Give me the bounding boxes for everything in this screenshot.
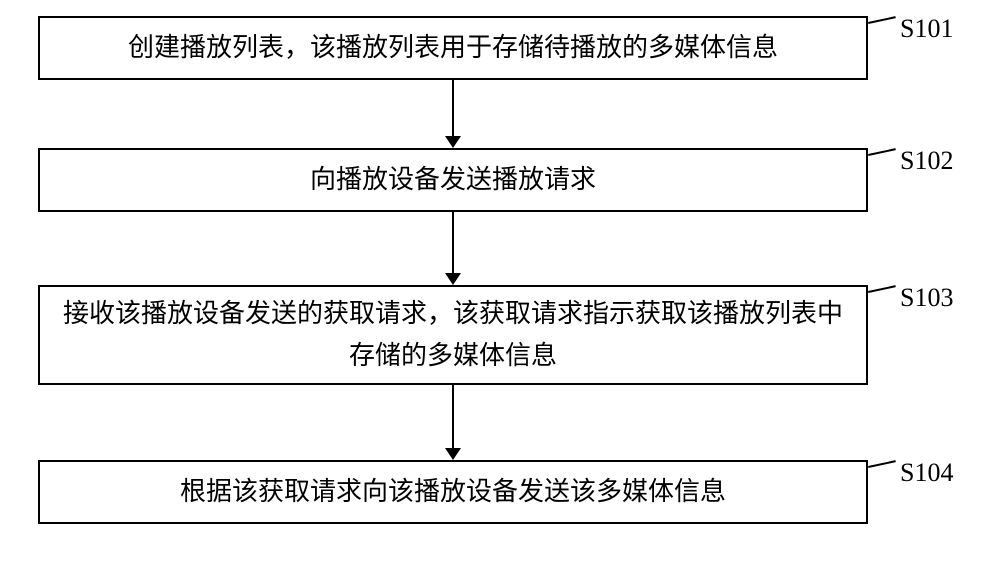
arrow-head-1 bbox=[445, 136, 461, 148]
step-box-s103: 接收该播放设备发送的获取请求，该获取请求指示获取该播放列表中存储的多媒体信息 bbox=[38, 285, 868, 385]
step-label-s102: S102 bbox=[900, 146, 953, 176]
flowchart-canvas: 创建播放列表，该播放列表用于存储待播放的多媒体信息 S101 向播放设备发送播放… bbox=[0, 0, 1000, 563]
leader-2 bbox=[868, 148, 896, 156]
step-text: 创建播放列表，该播放列表用于存储待播放的多媒体信息 bbox=[128, 27, 778, 69]
step-label-s104: S104 bbox=[900, 458, 953, 488]
arrow-shaft-1 bbox=[452, 80, 454, 136]
leader-4 bbox=[868, 460, 896, 468]
step-text: 接收该播放设备发送的获取请求，该获取请求指示获取该播放列表中存储的多媒体信息 bbox=[60, 293, 846, 376]
step-box-s101: 创建播放列表，该播放列表用于存储待播放的多媒体信息 bbox=[38, 16, 868, 80]
step-text: 向播放设备发送播放请求 bbox=[310, 159, 596, 201]
step-label-s103: S103 bbox=[900, 283, 953, 313]
arrow-shaft-2 bbox=[452, 212, 454, 273]
step-text: 根据该获取请求向该播放设备发送该多媒体信息 bbox=[180, 471, 726, 513]
step-box-s104: 根据该获取请求向该播放设备发送该多媒体信息 bbox=[38, 460, 868, 524]
leader-1 bbox=[868, 16, 896, 24]
step-box-s102: 向播放设备发送播放请求 bbox=[38, 148, 868, 212]
step-label-s101: S101 bbox=[900, 14, 953, 44]
leader-3 bbox=[868, 285, 896, 293]
arrow-shaft-3 bbox=[452, 385, 454, 448]
arrow-head-3 bbox=[445, 448, 461, 460]
arrow-head-2 bbox=[445, 273, 461, 285]
